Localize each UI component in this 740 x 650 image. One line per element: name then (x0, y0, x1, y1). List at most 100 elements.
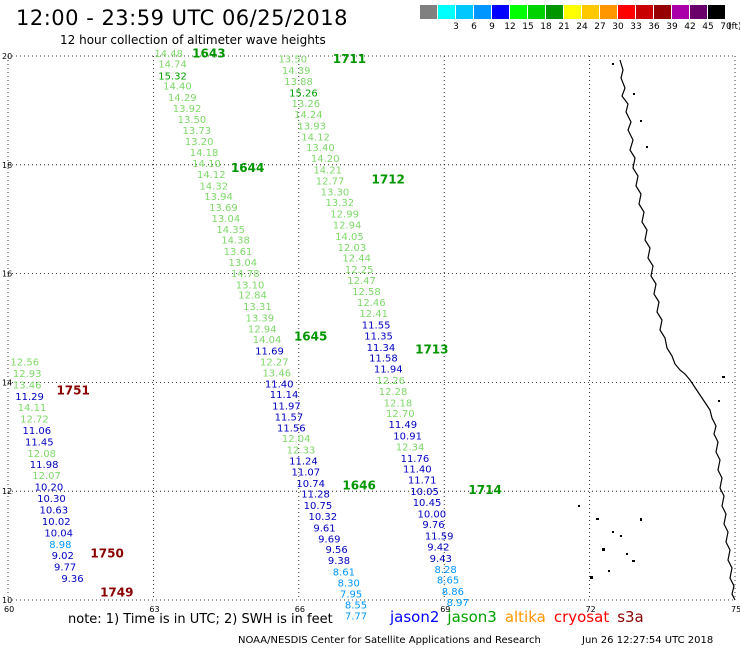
wave-height-value: 12.26 (376, 376, 405, 387)
lat-lon-grid (7, 55, 736, 601)
legend-label: 45 (702, 22, 714, 32)
wave-height-value: 11.57 (275, 412, 304, 423)
lat-tick-label: 18 (2, 161, 12, 170)
wave-height-value: 11.98 (30, 460, 59, 471)
wave-height-value: 13.46 (13, 380, 42, 391)
wave-height-value: 11.45 (25, 438, 54, 449)
pass-number-label: 1645 (294, 330, 327, 344)
wave-height-value: 9.76 (422, 520, 444, 531)
pass-number-label: 1711 (333, 52, 366, 66)
wave-height-value: 14.12 (197, 170, 226, 181)
lon-tick-label: 60 (4, 605, 14, 614)
wave-height-value: 9.38 (328, 556, 350, 567)
wave-height-value: 12.94 (333, 220, 362, 231)
wave-height-value: 13.61 (224, 247, 253, 258)
wave-height-value: 11.24 (289, 457, 318, 468)
wave-height-value: 9.61 (313, 523, 335, 534)
wave-height-value: 11.40 (403, 465, 432, 476)
wave-height-value: 11.29 (15, 392, 44, 403)
wave-height-value: 14.74 (158, 59, 187, 70)
legend-label: 33 (630, 22, 642, 32)
wave-height-value: 11.94 (374, 365, 403, 376)
wave-height-value: 14.05 (335, 232, 364, 243)
wave-height-value: 12.77 (316, 176, 345, 187)
wave-height-value: 7.77 (345, 612, 367, 623)
pass-number-label: 1749 (100, 586, 133, 600)
legend-label: 27 (594, 22, 606, 32)
wave-height-value: 9.02 (52, 551, 74, 562)
legend-label: 12 (504, 22, 516, 32)
pass-number-label: 1714 (468, 483, 501, 497)
coastline-mainland (619, 59, 736, 601)
legend-label: 6 (471, 22, 477, 32)
lat-tick-label: 10 (2, 596, 12, 605)
wave-height-value: 13.73 (182, 126, 211, 137)
wave-height-value: 12.18 (384, 398, 413, 409)
wave-height-value: 12.08 (27, 449, 56, 460)
wave-height-value: 10.45 (413, 498, 442, 509)
lon-tick-label: 66 (295, 605, 305, 614)
lat-tick-label: 14 (2, 378, 12, 387)
wave-height-value: 9.43 (430, 554, 452, 565)
lat-tick-label: 12 (2, 487, 12, 496)
legend-swatch (546, 5, 563, 19)
wave-height-value: 13.69 (209, 203, 238, 214)
wave-height-value: 10.91 (393, 432, 422, 443)
wave-height-value: 11.58 (369, 354, 398, 365)
altimeter-tracks: 14.4814.7415.3214.4014.2913.9213.5013.73… (10, 49, 468, 622)
coastline (578, 59, 736, 601)
wave-height-value: 11.06 (23, 426, 52, 437)
wave-height-value: 13.30 (321, 187, 350, 198)
wave-height-value: 8.61 (333, 568, 355, 579)
lat-tick-label: 20 (2, 52, 12, 61)
track-jason3: 14.4814.7415.3214.4014.2913.9213.5013.73… (154, 49, 367, 622)
wave-height-value: 8.30 (338, 578, 360, 589)
wave-height-value: 12.47 (347, 276, 376, 287)
wave-height-value: 13.40 (306, 143, 335, 154)
wave-height-value: 11.14 (270, 390, 299, 401)
wave-height-value: 13.32 (325, 198, 354, 209)
legend-swatch (564, 5, 581, 19)
wave-height-value: 11.40 (265, 379, 294, 390)
track-jason2: 12.5612.9313.4611.2914.1112.7211.0611.45… (10, 358, 83, 586)
legend-label: 42 (684, 22, 696, 32)
legend-swatch (654, 5, 671, 19)
legend-swatch (618, 5, 635, 19)
wave-height-value: 10.20 (35, 483, 64, 494)
wave-height-value: 12.41 (359, 309, 388, 320)
wave-height-value: 14.39 (282, 66, 311, 77)
satellite-s3a: s3a (617, 608, 644, 626)
wave-height-value: 9.77 (54, 563, 76, 574)
wave-height-value: 14.32 (199, 181, 228, 192)
lon-tick-label: 63 (149, 605, 159, 614)
wave-height-value: 12.56 (10, 358, 39, 369)
wave-height-value: 11.28 (301, 490, 330, 501)
wave-height-value: 12.07 (32, 471, 61, 482)
wave-height-value: 12.99 (330, 210, 359, 221)
satellite-altika: altika (504, 608, 546, 626)
legend-swatch (528, 5, 545, 19)
wave-height-value: 14.48 (154, 49, 183, 60)
legend-label: 18 (540, 22, 552, 32)
wave-height-value: 12.03 (338, 243, 367, 254)
legend-label: 36 (648, 22, 660, 32)
lon-tick-label: 69 (440, 605, 450, 614)
lon-tick-label: 72 (586, 605, 596, 614)
legend-swatch (672, 5, 689, 19)
pass-number-label: 1646 (342, 479, 375, 493)
legend-swatch (420, 5, 437, 19)
wave-height-value: 12.94 (248, 324, 277, 335)
wave-height-value: 14.18 (190, 148, 219, 159)
legend-label: 9 (489, 22, 495, 32)
wave-height-value: 14.38 (221, 236, 250, 247)
wave-height-value: 12.58 (352, 287, 381, 298)
wave-height-value: 11.55 (362, 321, 391, 332)
wave-height-value: 13.46 (262, 368, 291, 379)
legend-swatch (510, 5, 527, 19)
wave-height-value: 13.50 (178, 115, 207, 126)
wave-height-value: 11.07 (292, 467, 321, 478)
wave-height-value: 13.04 (212, 214, 241, 225)
wave-height-value: 12.93 (13, 369, 42, 380)
credit-line: NOAA/NESDIS Center for Satellite Applica… (238, 635, 541, 646)
